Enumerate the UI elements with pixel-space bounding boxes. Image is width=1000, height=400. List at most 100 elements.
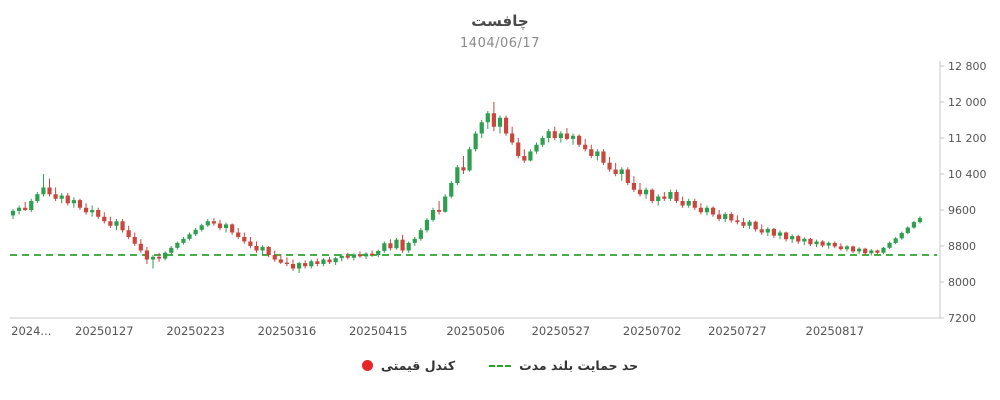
candlestick-chart-canvas[interactable]: 12 800 12 000 11 200 10 400 9600 8800 8000 7200…: [0, 56, 1000, 346]
candle-body: [771, 228, 777, 236]
candle-body: [881, 247, 886, 253]
candle-body: [467, 149, 472, 171]
candle-body: [796, 236, 801, 242]
candle-body: [83, 207, 89, 213]
legend-item-price-candle[interactable]: کندل قیمتی: [361, 358, 455, 373]
y-tick-label: 9600: [948, 204, 976, 217]
candle-body: [759, 229, 764, 233]
candle-body: [522, 156, 527, 161]
candles-group[interactable]: [10, 102, 923, 273]
candle-body: [236, 232, 241, 237]
candle-body: [887, 242, 892, 248]
candle-body: [65, 195, 70, 204]
chart-legend: کندل قیمتی حد حمایت بلند مدت: [0, 358, 1000, 373]
candle-body: [120, 221, 125, 231]
candle-body: [838, 246, 843, 250]
candle-body: [47, 187, 52, 195]
legend-label-support-line: حد حمایت بلند مدت: [519, 358, 639, 373]
candle-body: [613, 169, 618, 174]
candle-body: [668, 192, 673, 199]
candle-body: [266, 246, 271, 255]
chart-date-subtitle: 1404/06/17: [460, 36, 540, 51]
candle-body: [418, 230, 423, 239]
candle-body: [857, 248, 862, 252]
candle-body: [193, 229, 198, 235]
candle-body: [77, 200, 83, 208]
y-tick-label: 8000: [948, 276, 976, 289]
candle-body: [741, 222, 746, 226]
candle-body: [449, 183, 454, 197]
y-tick-label: 7200: [948, 312, 976, 325]
candle-body: [242, 237, 247, 242]
candle-body: [692, 201, 697, 208]
candle-body: [437, 210, 442, 212]
candle-body: [138, 243, 143, 251]
candle-body: [917, 218, 923, 223]
candle-body: [156, 256, 162, 259]
candle-body: [516, 142, 521, 156]
candle-body: [808, 238, 813, 245]
y-tick-label: 8800: [948, 240, 976, 253]
candle-body: [473, 133, 478, 150]
candle-body: [583, 144, 588, 150]
candle-body: [394, 239, 399, 249]
candle-body: [175, 242, 180, 248]
candle-body: [510, 133, 515, 143]
x-tick-label: 20250702: [623, 324, 682, 338]
x-tick-label: 20250506: [446, 324, 505, 338]
legend-item-support-line[interactable]: حد حمایت بلند مدت: [489, 358, 638, 373]
candle-body: [53, 194, 58, 199]
candle-body: [777, 232, 783, 236]
candle-body: [850, 246, 856, 252]
candle-body: [205, 221, 210, 226]
candle-body: [461, 167, 466, 171]
candle-body: [29, 201, 34, 210]
candle-body: [558, 133, 563, 138]
y-tick-label: 10 400: [948, 168, 987, 181]
candle-body: [729, 214, 734, 221]
candle-body: [546, 131, 551, 138]
candle-body: [297, 263, 302, 269]
candle-body: [643, 189, 649, 195]
candle-body: [905, 227, 910, 233]
candle-body: [601, 151, 606, 163]
candle-body: [260, 246, 265, 251]
candle-body: [631, 183, 636, 190]
candle-body: [619, 169, 624, 174]
candle-body: [783, 232, 789, 240]
candle-body: [564, 133, 570, 139]
candle-body: [223, 224, 229, 228]
y-tick-label: 12 000: [948, 96, 987, 109]
candle-body: [863, 248, 868, 254]
candle-body: [820, 241, 825, 246]
candle-body: [321, 259, 326, 264]
candle-body: [680, 201, 685, 206]
candle-body: [290, 264, 296, 269]
candle-body: [704, 207, 710, 213]
candle-body: [491, 113, 496, 127]
candle-body: [187, 234, 192, 239]
candle-body: [309, 261, 314, 267]
candle-body: [424, 219, 430, 231]
x-tick-label: 20250316: [258, 324, 317, 338]
candle-body: [108, 221, 113, 226]
candle-body: [126, 230, 131, 237]
candle-body: [96, 210, 101, 217]
candle-body: [230, 224, 235, 233]
candle-body: [71, 200, 76, 204]
candle-body: [169, 247, 174, 253]
candle-body: [406, 242, 411, 251]
candle-body: [753, 221, 758, 230]
candle-body: [248, 241, 253, 246]
x-tick-label: 20250727: [708, 324, 767, 338]
candle-body: [747, 221, 752, 226]
candle-body: [376, 250, 381, 255]
candle-body: [875, 250, 880, 253]
candle-body: [144, 250, 150, 260]
candle-body: [90, 210, 95, 213]
candle-body: [662, 196, 667, 199]
price-candle-marker-icon: [361, 360, 373, 371]
candle-body: [656, 196, 661, 201]
x-tick-label: 20250223: [166, 324, 225, 338]
candlestick-chart-area[interactable]: 12 800 12 000 11 200 10 400 9600 8800 8000 7200…: [0, 56, 1000, 346]
